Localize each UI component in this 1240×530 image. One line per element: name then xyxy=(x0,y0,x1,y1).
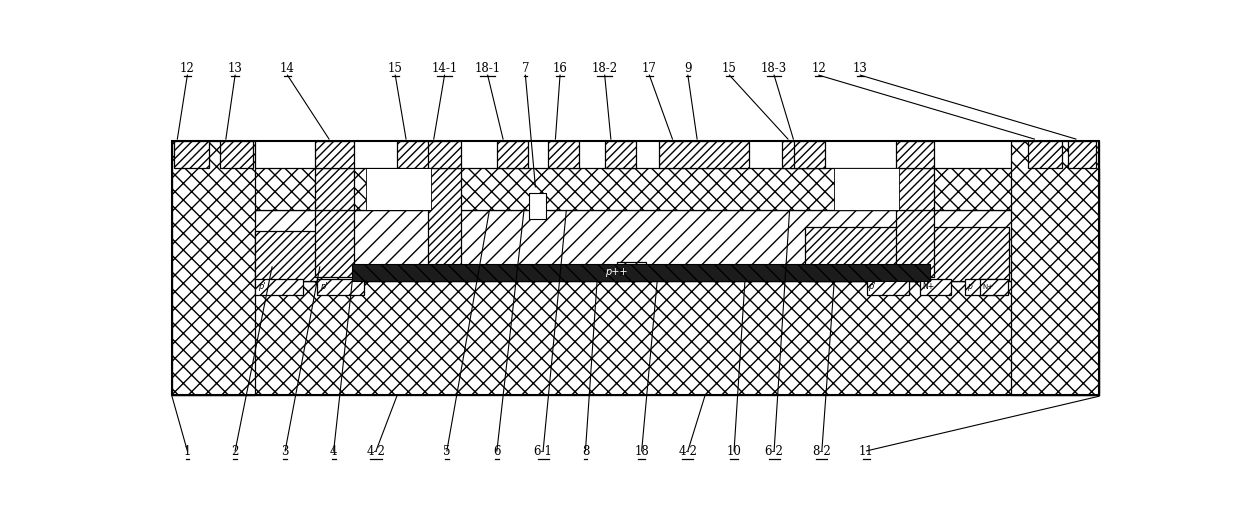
Text: 18-2: 18-2 xyxy=(591,62,618,75)
Bar xyxy=(497,140,528,167)
Text: 11: 11 xyxy=(859,445,874,458)
Bar xyxy=(529,193,546,219)
Bar xyxy=(658,140,749,167)
Text: 3: 3 xyxy=(281,445,289,458)
Text: N+: N+ xyxy=(982,284,993,290)
Bar xyxy=(1028,140,1063,167)
Bar xyxy=(255,279,303,295)
Text: p': p' xyxy=(320,282,327,292)
Text: 10: 10 xyxy=(727,445,742,458)
Bar xyxy=(794,140,825,167)
Text: 4-2: 4-2 xyxy=(367,445,386,458)
Bar xyxy=(781,140,816,167)
Text: 4-2: 4-2 xyxy=(678,445,697,458)
Bar xyxy=(315,210,353,277)
Text: p++: p++ xyxy=(605,267,627,277)
Bar xyxy=(172,281,1099,395)
Bar xyxy=(366,167,430,210)
Bar xyxy=(895,140,934,167)
Bar xyxy=(428,140,461,167)
Text: 16: 16 xyxy=(553,62,568,75)
Bar xyxy=(981,279,1008,295)
Text: p': p' xyxy=(868,282,875,292)
Text: 12: 12 xyxy=(180,62,195,75)
Text: 5: 5 xyxy=(443,445,450,458)
Bar xyxy=(805,227,1009,281)
Text: 17: 17 xyxy=(642,62,657,75)
Text: 8-2: 8-2 xyxy=(812,445,831,458)
Bar xyxy=(352,264,930,281)
Bar xyxy=(1068,140,1096,167)
Text: 18-3: 18-3 xyxy=(761,62,787,75)
Bar xyxy=(895,167,934,210)
Bar xyxy=(174,140,208,167)
Bar xyxy=(618,262,646,279)
Bar xyxy=(1012,140,1099,395)
Text: 13: 13 xyxy=(228,62,243,75)
Text: 15: 15 xyxy=(722,62,737,75)
Bar xyxy=(895,210,934,277)
Bar xyxy=(835,167,899,210)
Text: N+: N+ xyxy=(921,282,934,292)
Text: 12: 12 xyxy=(811,62,826,75)
Text: 13: 13 xyxy=(853,62,868,75)
Text: 4: 4 xyxy=(330,445,337,458)
Text: 18: 18 xyxy=(635,445,649,458)
Text: 1: 1 xyxy=(184,445,191,458)
Bar xyxy=(867,279,909,295)
Bar xyxy=(316,279,365,295)
Text: 14-1: 14-1 xyxy=(432,62,458,75)
Bar xyxy=(255,231,316,281)
Bar xyxy=(315,167,353,210)
Bar xyxy=(219,140,253,167)
Text: 9: 9 xyxy=(684,62,692,75)
Bar xyxy=(965,279,1002,295)
Bar xyxy=(315,140,353,167)
Text: 18-1: 18-1 xyxy=(475,62,501,75)
Bar xyxy=(397,140,430,167)
Bar xyxy=(920,279,951,295)
Bar xyxy=(548,140,579,167)
Text: 6-1: 6-1 xyxy=(533,445,553,458)
Bar xyxy=(605,140,635,167)
Text: 15: 15 xyxy=(388,62,403,75)
Text: 8: 8 xyxy=(582,445,589,458)
Bar xyxy=(172,140,255,395)
Text: 14: 14 xyxy=(280,62,295,75)
Text: 6-2: 6-2 xyxy=(765,445,784,458)
Bar xyxy=(428,167,461,277)
Text: p': p' xyxy=(967,282,973,292)
Text: 6: 6 xyxy=(494,445,501,458)
Text: 2: 2 xyxy=(232,445,239,458)
Bar xyxy=(172,140,1099,395)
Text: p': p' xyxy=(258,282,265,292)
Bar xyxy=(172,210,1099,281)
Text: 7: 7 xyxy=(522,62,529,75)
Bar xyxy=(172,167,1099,210)
Text: p: p xyxy=(619,267,624,276)
